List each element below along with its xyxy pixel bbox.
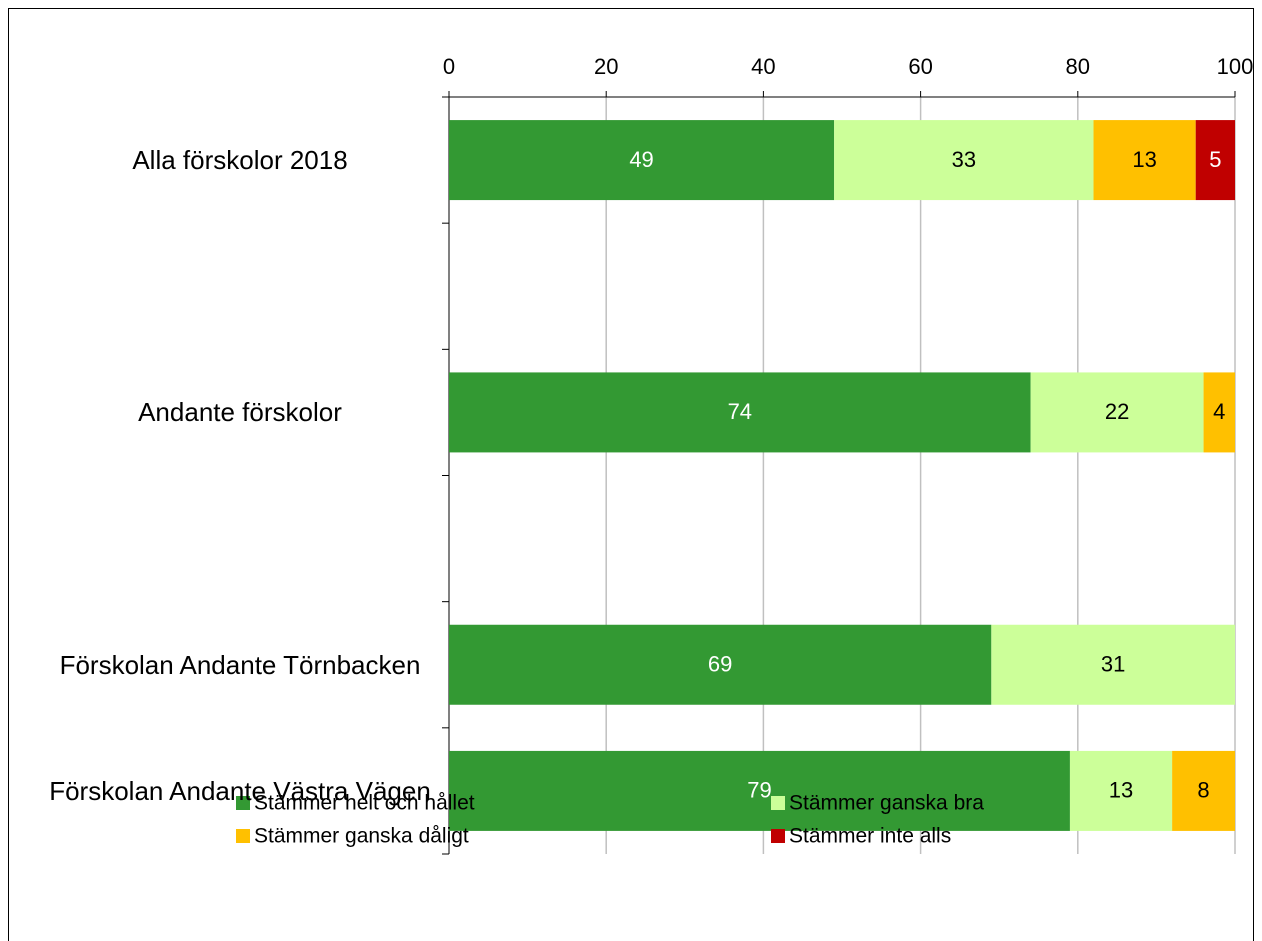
data-label: 33 bbox=[952, 147, 976, 172]
bar-segment bbox=[1195, 120, 1235, 201]
data-label: 69 bbox=[708, 652, 732, 677]
bar-segment bbox=[1203, 372, 1235, 453]
data-label: 8 bbox=[1197, 778, 1209, 803]
data-label: 22 bbox=[1105, 399, 1129, 424]
data-label: 13 bbox=[1132, 147, 1156, 172]
y-tick-label: Alla förskolor 2018 bbox=[132, 145, 348, 176]
bar-segment bbox=[449, 120, 835, 201]
legend-swatch bbox=[236, 829, 250, 843]
data-label: 31 bbox=[1101, 652, 1125, 677]
x-tick-label: 100 bbox=[1217, 54, 1254, 79]
data-label: 74 bbox=[728, 399, 752, 424]
bar-segment bbox=[449, 750, 1070, 831]
legend-label: Stämmer inte alls bbox=[789, 825, 951, 848]
data-label: 79 bbox=[747, 778, 771, 803]
legend-swatch bbox=[771, 796, 785, 810]
y-tick-label: Förskolan Andante Västra Vägen bbox=[49, 775, 431, 806]
chart-border bbox=[8, 8, 1254, 941]
bar-segment bbox=[1069, 750, 1173, 831]
bar-segment bbox=[449, 372, 1031, 453]
x-tick-label: 80 bbox=[1066, 54, 1090, 79]
data-label: 5 bbox=[1209, 147, 1221, 172]
legend-swatch bbox=[236, 796, 250, 810]
legend-swatch bbox=[771, 829, 785, 843]
legend-label: Stämmer ganska dåligt bbox=[254, 825, 469, 848]
legend-label: Stämmer helt och hållet bbox=[254, 792, 475, 815]
x-tick-label: 0 bbox=[443, 54, 455, 79]
x-tick-label: 40 bbox=[751, 54, 775, 79]
x-tick-label: 60 bbox=[908, 54, 932, 79]
x-tick-label: 20 bbox=[594, 54, 618, 79]
data-label: 49 bbox=[629, 147, 653, 172]
y-tick-label: Förskolan Andante Törnbacken bbox=[59, 649, 421, 680]
bar-segment bbox=[834, 120, 1094, 201]
legend-label: Stämmer ganska bra bbox=[789, 792, 984, 815]
bar-segment bbox=[1093, 120, 1196, 201]
y-tick-label: Andante förskolor bbox=[138, 397, 342, 428]
bar-segment bbox=[1172, 750, 1235, 831]
bar-segment bbox=[449, 624, 992, 705]
bar-segment bbox=[991, 624, 1235, 705]
data-label: 4 bbox=[1213, 399, 1225, 424]
data-label: 13 bbox=[1109, 778, 1133, 803]
bar-segment bbox=[1030, 372, 1204, 453]
